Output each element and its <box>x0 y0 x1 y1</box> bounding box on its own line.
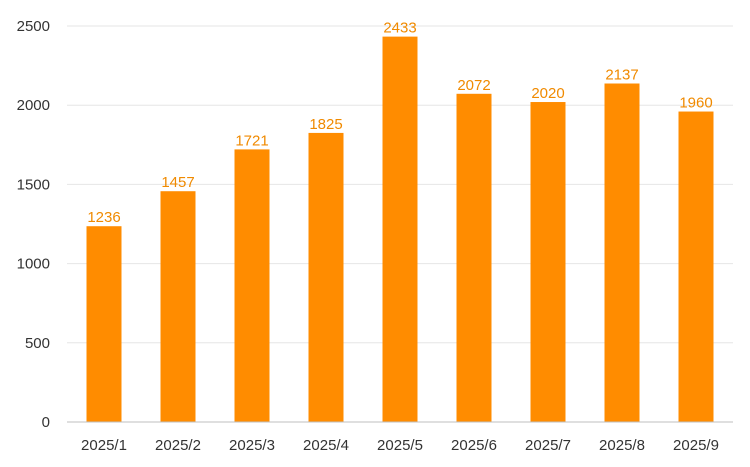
y-tick-label: 2000 <box>17 97 50 114</box>
y-axis-ticks: 0 500 1000 1500 2000 2500 <box>17 18 50 431</box>
data-label: 1960 <box>679 95 712 112</box>
x-tick-label: 2025/8 <box>599 437 645 454</box>
x-tick-label: 2025/1 <box>81 437 127 454</box>
bar <box>604 83 640 422</box>
data-label: 2137 <box>605 66 638 83</box>
data-label: 2072 <box>457 77 490 94</box>
x-tick-label: 2025/2 <box>155 437 201 454</box>
bar <box>86 226 122 422</box>
bar <box>456 93 492 422</box>
x-tick-label: 2025/7 <box>525 437 571 454</box>
bar <box>382 36 418 423</box>
bar <box>308 132 344 423</box>
data-label: 1457 <box>161 174 194 191</box>
x-tick-label: 2025/5 <box>377 437 423 454</box>
data-labels: 1236 1457 1721 1825 2433 2072 2020 2137 1960 <box>87 20 712 227</box>
bars <box>86 36 714 423</box>
y-tick-label: 1500 <box>17 176 50 193</box>
bar <box>160 191 196 422</box>
data-label: 2020 <box>531 85 564 102</box>
bar <box>234 149 270 422</box>
x-axis-ticks: 2025/1 2025/2 2025/3 2025/4 2025/5 2025/6 2025… <box>81 437 719 454</box>
bar <box>530 102 566 423</box>
y-tick-label: 0 <box>42 414 50 431</box>
x-tick-label: 2025/4 <box>303 437 349 454</box>
y-tick-label: 1000 <box>17 256 50 273</box>
x-tick-label: 2025/3 <box>229 437 275 454</box>
y-tick-label: 500 <box>25 335 50 352</box>
bar <box>678 111 714 422</box>
data-label: 1825 <box>309 116 342 133</box>
x-tick-label: 2025/9 <box>673 437 719 454</box>
data-label: 1721 <box>235 132 268 149</box>
data-label: 1236 <box>87 209 120 226</box>
x-tick-label: 2025/6 <box>451 437 497 454</box>
y-tick-label: 2500 <box>17 18 50 35</box>
data-label: 2433 <box>383 20 416 37</box>
